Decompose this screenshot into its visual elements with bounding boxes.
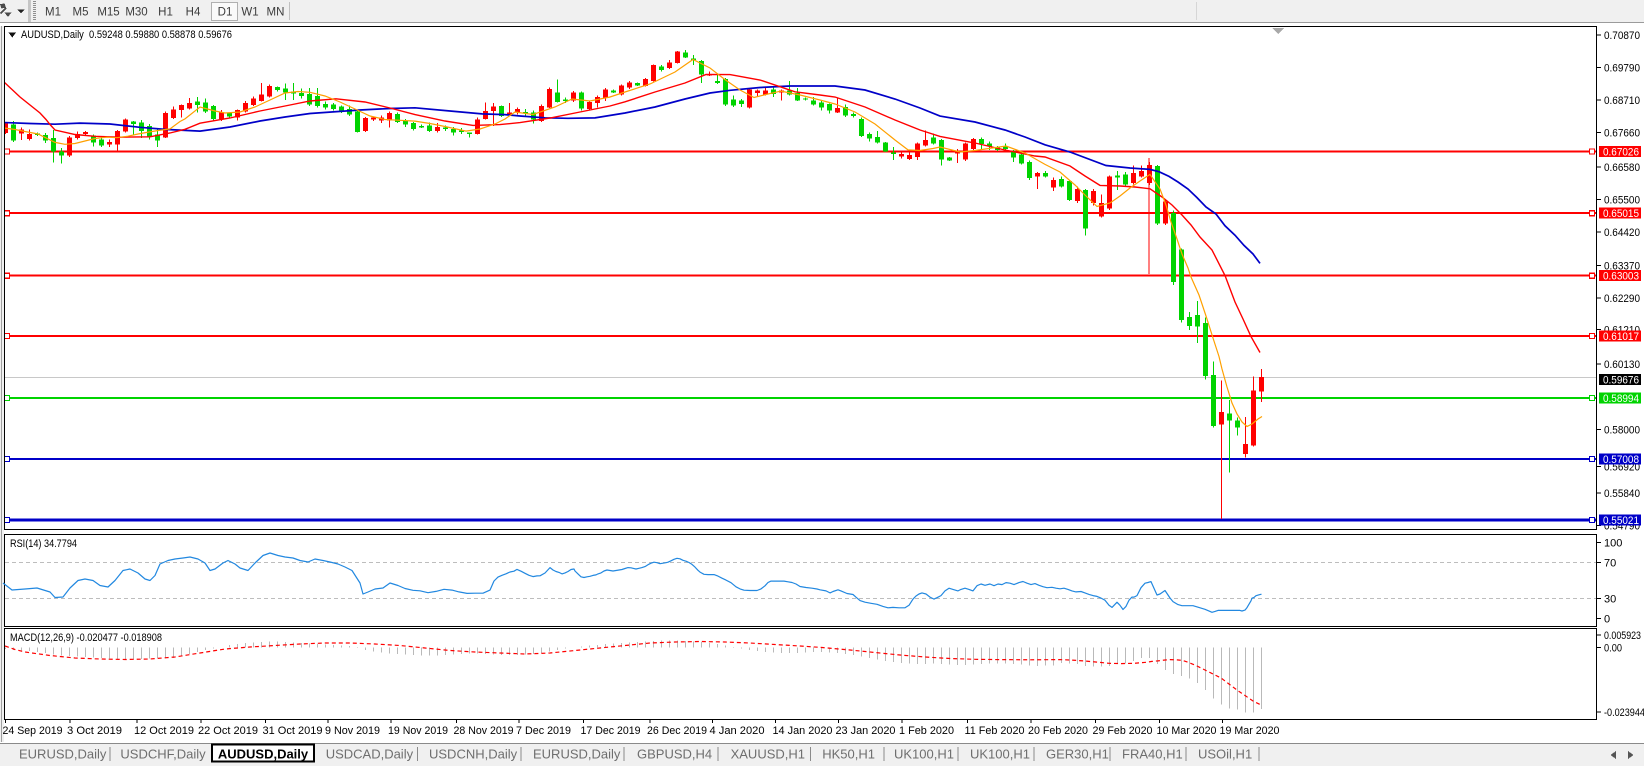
svg-text:AUDUSD,Daily 0.59248 0.59880: AUDUSD,Daily 0.59248 0.59880 0.58878 0.5… [21, 29, 232, 41]
svg-text:EURUSD,Daily: EURUSD,Daily [19, 747, 107, 762]
svg-text:0.70870: 0.70870 [1604, 30, 1640, 42]
svg-text:-0.023944: -0.023944 [1604, 707, 1644, 719]
svg-text:UK100,H1: UK100,H1 [970, 747, 1030, 762]
svg-text:1 Feb 2020: 1 Feb 2020 [899, 725, 954, 737]
svg-text:7 Dec 2019: 7 Dec 2019 [516, 725, 571, 737]
svg-text:0.64420: 0.64420 [1604, 227, 1640, 239]
svg-text:H4: H4 [186, 7, 201, 19]
svg-text:GBPUSD,H4: GBPUSD,H4 [637, 747, 712, 762]
svg-text:USOil,H1: USOil,H1 [1198, 747, 1252, 762]
svg-text:11 Feb 2020: 11 Feb 2020 [965, 725, 1025, 737]
svg-text:0.65500: 0.65500 [1604, 194, 1640, 206]
svg-text:0.67026: 0.67026 [1603, 147, 1639, 159]
svg-text:0.55021: 0.55021 [1603, 515, 1639, 527]
svg-text:MN: MN [267, 7, 285, 19]
svg-text:H1: H1 [158, 7, 173, 19]
svg-text:24 Sep 2019: 24 Sep 2019 [3, 725, 63, 737]
svg-text:GER30,H1: GER30,H1 [1046, 747, 1109, 762]
svg-text:M1: M1 [45, 7, 61, 19]
svg-text:M5: M5 [73, 7, 89, 19]
svg-text:14 Jan 2020: 14 Jan 2020 [773, 725, 833, 737]
svg-text:USDCAD,Daily: USDCAD,Daily [326, 747, 414, 762]
svg-text:0.005923: 0.005923 [1604, 630, 1641, 642]
svg-text:M30: M30 [125, 7, 147, 19]
svg-text:0.55840: 0.55840 [1604, 488, 1640, 500]
svg-text:20 Feb 2020: 20 Feb 2020 [1028, 725, 1088, 737]
svg-text:0.63370: 0.63370 [1604, 260, 1640, 272]
svg-text:31 Oct 2019: 31 Oct 2019 [263, 725, 323, 737]
svg-text:MACD(12,26,9) -0.020477 -0.018: MACD(12,26,9) -0.020477 -0.018908 [10, 632, 162, 644]
svg-text:22 Oct 2019: 22 Oct 2019 [198, 725, 258, 737]
svg-text:23 Jan 2020: 23 Jan 2020 [836, 725, 896, 737]
svg-text:28 Nov 2019: 28 Nov 2019 [454, 725, 514, 737]
svg-text:29 Feb 2020: 29 Feb 2020 [1093, 725, 1153, 737]
svg-text:0.62290: 0.62290 [1604, 293, 1640, 305]
svg-text:9 Nov 2019: 9 Nov 2019 [325, 725, 380, 737]
svg-text:0.58994: 0.58994 [1603, 393, 1639, 405]
svg-text:19 Mar 2020: 19 Mar 2020 [1220, 725, 1280, 737]
svg-text:70: 70 [1604, 557, 1616, 569]
svg-text:0.63003: 0.63003 [1603, 271, 1639, 283]
svg-text:0.68710: 0.68710 [1604, 95, 1640, 107]
svg-text:30: 30 [1604, 593, 1616, 605]
svg-text:0.69790: 0.69790 [1604, 63, 1640, 75]
svg-text:UK100,H1: UK100,H1 [894, 747, 954, 762]
svg-text:4 Jan 2020: 4 Jan 2020 [710, 725, 765, 737]
svg-text:0.60130: 0.60130 [1604, 359, 1640, 371]
svg-text:0.59676: 0.59676 [1603, 374, 1639, 386]
svg-text:FRA40,H1: FRA40,H1 [1122, 747, 1183, 762]
svg-text:17 Dec 2019: 17 Dec 2019 [581, 725, 641, 737]
svg-text:19 Nov 2019: 19 Nov 2019 [388, 725, 448, 737]
svg-text:0.00: 0.00 [1604, 642, 1622, 654]
svg-text:0.58000: 0.58000 [1604, 424, 1640, 436]
svg-text:XAUUSD,H1: XAUUSD,H1 [731, 747, 805, 762]
svg-text:12 Oct 2019: 12 Oct 2019 [134, 725, 194, 737]
svg-text:USDCHF,Daily: USDCHF,Daily [120, 747, 206, 762]
svg-text:0.61017: 0.61017 [1603, 331, 1639, 343]
svg-text:3 Oct 2019: 3 Oct 2019 [67, 725, 122, 737]
svg-text:0.57008: 0.57008 [1603, 454, 1639, 466]
svg-text:0: 0 [1604, 614, 1610, 626]
svg-text:100: 100 [1604, 537, 1622, 549]
svg-text:USDCNH,Daily: USDCNH,Daily [429, 747, 518, 762]
svg-text:0.67660: 0.67660 [1604, 128, 1640, 140]
svg-text:10 Mar 2020: 10 Mar 2020 [1157, 725, 1217, 737]
svg-text:0.66580: 0.66580 [1604, 162, 1640, 174]
svg-text:EURUSD,Daily: EURUSD,Daily [533, 747, 621, 762]
svg-text:AUDUSD,Daily: AUDUSD,Daily [218, 747, 309, 762]
svg-text:0.65015: 0.65015 [1603, 208, 1639, 220]
svg-text:RSI(14) 34.7794: RSI(14) 34.7794 [10, 538, 77, 550]
svg-text:HK50,H1: HK50,H1 [822, 747, 875, 762]
svg-text:W1: W1 [241, 7, 258, 19]
svg-text:D1: D1 [218, 7, 233, 19]
svg-text:M15: M15 [97, 7, 119, 19]
svg-text:26 Dec 2019: 26 Dec 2019 [647, 725, 707, 737]
